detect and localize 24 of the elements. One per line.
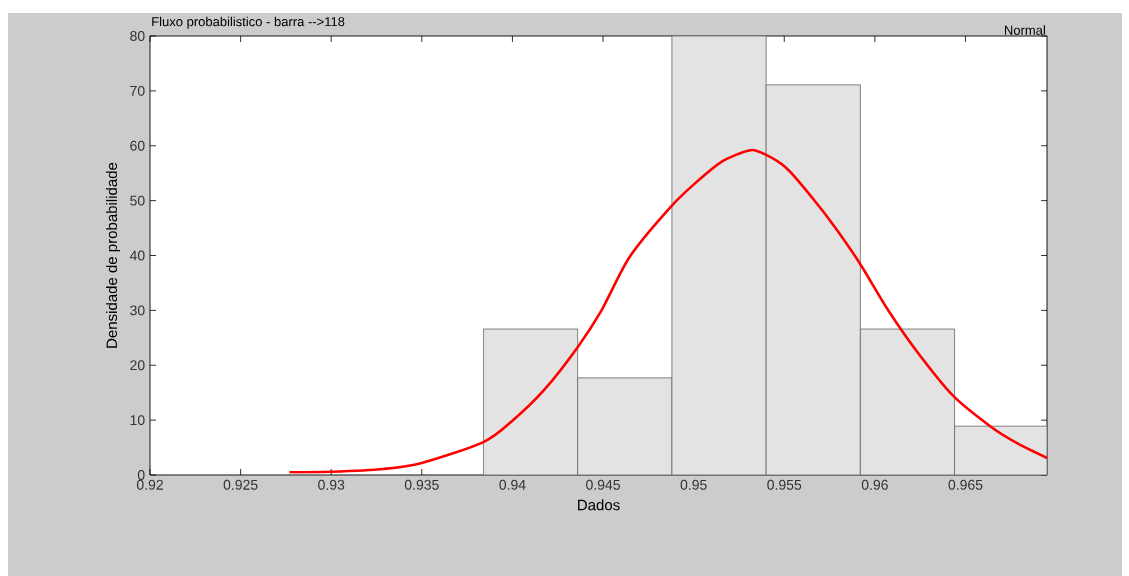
line-series [288, 148, 1048, 474]
y-tick-label: 30 [130, 305, 145, 316]
x-tick-label: 0.93 [318, 479, 345, 490]
y-tick-label: 50 [130, 195, 145, 206]
x-tick-label: 0.94 [499, 479, 526, 490]
x-tick-label: 0.925 [223, 479, 258, 490]
y-tick-label: 60 [130, 140, 145, 151]
x-tick-label: 0.95 [680, 479, 707, 490]
x-tick-label: 0.945 [586, 479, 620, 490]
y-tick-label: 80 [130, 31, 145, 41]
y-tick-label: 70 [130, 85, 145, 96]
y-tick-label: 20 [130, 360, 145, 371]
x-tick-label: 0.96 [861, 479, 888, 490]
y-tick-label: 10 [130, 415, 145, 426]
text: Normal [1004, 25, 1045, 35]
x-axis-title: Dados [578, 499, 620, 511]
x-tick-label: 0.92 [136, 479, 163, 490]
y-tick-label: 40 [129, 250, 145, 261]
x-tick-label: 0.935 [404, 479, 439, 490]
x-tick-label: 0.955 [767, 479, 802, 490]
chart-title: Fluxo probabilistico - barra -->118 [152, 16, 345, 29]
x-tick-label: 0.965 [948, 479, 983, 490]
y-axis-title: Densidade de probabilidade [106, 162, 121, 348]
y-tick-label: 0 [137, 470, 145, 480]
